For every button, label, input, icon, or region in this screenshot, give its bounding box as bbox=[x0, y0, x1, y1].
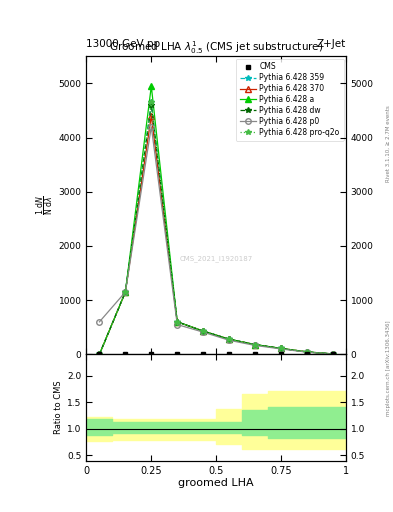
Pythia 6.428 pro-q2o bbox=[253, 342, 257, 348]
Pythia 6.428 a bbox=[227, 336, 231, 342]
Pythia 6.428 359 bbox=[253, 342, 257, 348]
Pythia 6.428 pro-q2o bbox=[305, 349, 309, 355]
Pythia 6.428 pro-q2o bbox=[97, 351, 102, 357]
Pythia 6.428 359 bbox=[149, 99, 154, 105]
Pythia 6.428 dw bbox=[123, 289, 128, 295]
Pythia 6.428 359 bbox=[175, 319, 180, 325]
CMS bbox=[279, 351, 283, 357]
Pythia 6.428 p0 bbox=[97, 319, 102, 325]
Pythia 6.428 p0 bbox=[305, 349, 309, 355]
CMS bbox=[227, 351, 231, 357]
Pythia 6.428 p0 bbox=[253, 343, 257, 349]
Pythia 6.428 359 bbox=[305, 349, 309, 355]
Y-axis label: Ratio to CMS: Ratio to CMS bbox=[54, 381, 63, 434]
CMS bbox=[175, 351, 180, 357]
Pythia 6.428 370 bbox=[305, 349, 309, 355]
Pythia 6.428 dw bbox=[175, 319, 180, 325]
CMS bbox=[97, 351, 102, 357]
Pythia 6.428 pro-q2o bbox=[123, 289, 128, 295]
Pythia 6.428 370 bbox=[227, 336, 231, 342]
Pythia 6.428 pro-q2o bbox=[279, 345, 283, 351]
Pythia 6.428 a bbox=[305, 349, 309, 355]
Pythia 6.428 p0 bbox=[279, 346, 283, 352]
Pythia 6.428 359 bbox=[97, 351, 102, 357]
Pythia 6.428 a bbox=[149, 83, 154, 89]
Pythia 6.428 370 bbox=[149, 113, 154, 119]
Pythia 6.428 pro-q2o bbox=[227, 336, 231, 342]
Pythia 6.428 pro-q2o bbox=[331, 351, 335, 357]
Y-axis label: $\frac{1}{\mathrm{N}}\frac{\mathrm{d}N}{\mathrm{d}\lambda}$: $\frac{1}{\mathrm{N}}\frac{\mathrm{d}N}{… bbox=[34, 196, 56, 216]
Line: Pythia 6.428 a: Pythia 6.428 a bbox=[97, 83, 336, 357]
Pythia 6.428 a bbox=[279, 345, 283, 351]
Pythia 6.428 359 bbox=[279, 345, 283, 351]
Text: Z+Jet: Z+Jet bbox=[317, 38, 346, 49]
X-axis label: groomed LHA: groomed LHA bbox=[178, 478, 254, 488]
Line: Pythia 6.428 p0: Pythia 6.428 p0 bbox=[97, 124, 336, 357]
Pythia 6.428 359 bbox=[227, 336, 231, 342]
Pythia 6.428 370 bbox=[279, 345, 283, 351]
Pythia 6.428 p0 bbox=[175, 322, 180, 328]
Pythia 6.428 a bbox=[201, 328, 206, 334]
Pythia 6.428 359 bbox=[331, 351, 335, 357]
CMS bbox=[123, 351, 128, 357]
Pythia 6.428 370 bbox=[201, 328, 206, 334]
Text: Rivet 3.1.10, ≥ 2.7M events: Rivet 3.1.10, ≥ 2.7M events bbox=[386, 105, 391, 182]
Pythia 6.428 370 bbox=[253, 342, 257, 348]
Text: mcplots.cern.ch [arXiv:1306.3436]: mcplots.cern.ch [arXiv:1306.3436] bbox=[386, 321, 391, 416]
Title: Groomed LHA $\lambda^{1}_{0.5}$ (CMS jet substructure): Groomed LHA $\lambda^{1}_{0.5}$ (CMS jet… bbox=[109, 39, 323, 56]
Pythia 6.428 p0 bbox=[331, 351, 335, 357]
Pythia 6.428 359 bbox=[201, 328, 206, 334]
CMS bbox=[331, 351, 335, 357]
CMS bbox=[201, 351, 206, 357]
Pythia 6.428 dw bbox=[149, 102, 154, 108]
Line: Pythia 6.428 370: Pythia 6.428 370 bbox=[97, 113, 336, 357]
Pythia 6.428 dw bbox=[253, 342, 257, 348]
Line: Pythia 6.428 dw: Pythia 6.428 dw bbox=[97, 102, 336, 357]
CMS bbox=[253, 351, 257, 357]
Pythia 6.428 dw bbox=[227, 336, 231, 342]
Pythia 6.428 pro-q2o bbox=[149, 99, 154, 105]
Pythia 6.428 359 bbox=[123, 289, 128, 295]
Pythia 6.428 370 bbox=[123, 289, 128, 295]
CMS bbox=[305, 351, 309, 357]
Line: Pythia 6.428 pro-q2o: Pythia 6.428 pro-q2o bbox=[97, 100, 336, 357]
Line: Pythia 6.428 359: Pythia 6.428 359 bbox=[97, 100, 336, 357]
Pythia 6.428 a bbox=[97, 351, 102, 357]
Line: CMS: CMS bbox=[97, 352, 335, 357]
Pythia 6.428 370 bbox=[97, 351, 102, 357]
Pythia 6.428 p0 bbox=[227, 337, 231, 344]
Pythia 6.428 370 bbox=[331, 351, 335, 357]
Pythia 6.428 dw bbox=[201, 328, 206, 334]
Pythia 6.428 a bbox=[175, 319, 180, 325]
Pythia 6.428 a bbox=[123, 289, 128, 295]
Text: CMS_2021_I1920187: CMS_2021_I1920187 bbox=[180, 255, 253, 262]
CMS bbox=[149, 351, 154, 357]
Pythia 6.428 dw bbox=[279, 345, 283, 351]
Pythia 6.428 a bbox=[253, 342, 257, 348]
Pythia 6.428 370 bbox=[175, 319, 180, 325]
Legend: CMS, Pythia 6.428 359, Pythia 6.428 370, Pythia 6.428 a, Pythia 6.428 dw, Pythia: CMS, Pythia 6.428 359, Pythia 6.428 370,… bbox=[236, 58, 343, 141]
Pythia 6.428 dw bbox=[97, 351, 102, 357]
Pythia 6.428 p0 bbox=[149, 124, 154, 130]
Pythia 6.428 dw bbox=[331, 351, 335, 357]
Pythia 6.428 dw bbox=[305, 349, 309, 355]
Pythia 6.428 a bbox=[331, 351, 335, 357]
Pythia 6.428 pro-q2o bbox=[201, 328, 206, 334]
Pythia 6.428 p0 bbox=[201, 329, 206, 335]
Pythia 6.428 pro-q2o bbox=[175, 319, 180, 325]
Pythia 6.428 p0 bbox=[123, 289, 128, 295]
Text: 13000 GeV pp: 13000 GeV pp bbox=[86, 38, 161, 49]
